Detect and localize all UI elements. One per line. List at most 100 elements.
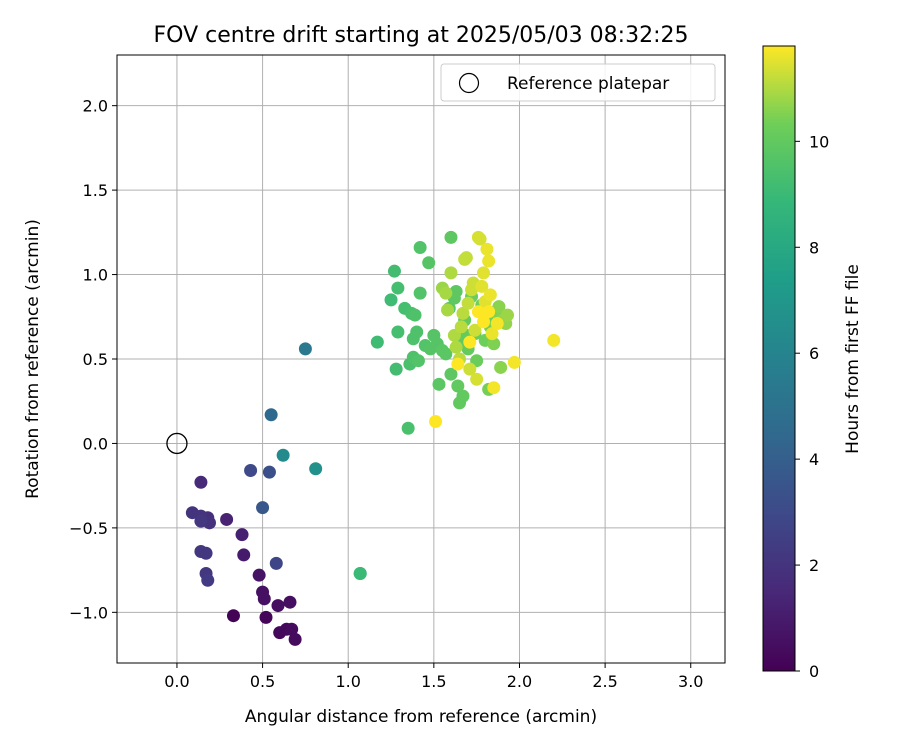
data-point [494,360,508,374]
colorbar-tick-label: 8 [809,238,819,257]
data-point [408,308,422,322]
data-point [547,333,561,347]
data-point [264,408,278,422]
data-point [463,362,477,376]
data-point [444,266,458,280]
x-tick-label: 2.5 [592,672,617,691]
data-point [473,232,487,246]
data-point [401,421,415,435]
data-point [487,337,501,351]
x-axis-label: Angular distance from reference (arcmin) [245,707,597,727]
data-point [389,362,403,376]
data-point [449,340,463,354]
data-point [220,512,234,526]
data-point [454,320,468,334]
data-point [463,335,477,349]
data-point [422,256,436,270]
data-point [487,381,501,395]
data-point [439,347,453,361]
data-point [411,354,425,368]
y-tick-label: −1.0 [69,603,108,622]
y-axis-label: Rotation from reference (arcmin) [23,219,43,499]
data-point [201,573,215,587]
data-point [244,463,258,477]
data-point [353,566,367,580]
data-point [370,335,384,349]
colorbar-label: Hours from first FF file [843,264,863,454]
data-point [387,264,401,278]
data-point [449,284,463,298]
x-axis-ticks: 0.0 0.5 1.0 1.5 2.0 2.5 3.0 [164,663,703,691]
data-point [235,528,249,542]
data-point [252,568,266,582]
data-point [237,548,251,562]
data-point [459,251,473,265]
y-axis-ticks: −1.0 −0.5 0.0 0.5 1.0 1.5 2.0 [69,97,117,622]
y-tick-label: 0.0 [83,434,108,453]
y-tick-label: −0.5 [69,519,108,538]
data-point [461,296,475,310]
data-point [384,293,398,307]
data-point [410,325,424,339]
data-point [283,595,297,609]
data-point [507,355,521,369]
legend-marker-reference [458,72,480,94]
data-point [477,266,491,280]
colorbar-tick-label: 0 [809,662,819,681]
data-point [288,632,302,646]
data-point [391,325,405,339]
colorbar-tick-label: 6 [809,344,819,363]
legend-label-reference: Reference platepar [507,74,669,94]
data-point [490,317,504,331]
data-point [492,300,506,314]
data-point [444,367,458,381]
data-point [441,303,455,317]
data-point [429,414,443,428]
x-tick-label: 1.5 [421,672,446,691]
colorbar-tick-label: 4 [809,450,819,469]
data-point [259,610,273,624]
legend-box [440,63,716,102]
data-point [309,462,323,476]
y-tick-label: 1.0 [83,266,108,285]
data-point [194,514,208,528]
data-point [468,323,482,337]
x-tick-label: 2.0 [507,672,532,691]
data-point [480,242,494,256]
data-point [485,327,499,341]
data-point [482,254,496,268]
data-point [471,305,485,319]
data-point [276,448,290,462]
data-point [413,241,427,255]
x-tick-label: 0.5 [250,672,275,691]
data-point [391,281,405,295]
data-point [456,389,470,403]
data-point [194,475,208,489]
data-point [439,286,453,300]
y-tick-label: 0.5 [83,350,108,369]
data-point [444,230,458,244]
data-point [451,357,465,371]
data-point [475,279,489,293]
x-tick-label: 0.0 [164,672,189,691]
scatter-points [185,230,561,646]
data-point [269,556,283,570]
data-point [199,546,213,560]
colorbar-tick-label: 2 [809,556,819,575]
data-point [451,379,465,393]
data-point [456,306,470,320]
reference-platepar-marker [166,432,188,455]
colorbar: 0 2 4 6 8 10 Hours from first FF file [762,45,863,681]
x-tick-label: 1.0 [335,672,360,691]
data-point [271,599,285,613]
colorbar-ticks: 0 2 4 6 8 10 [795,132,829,681]
data-point [413,286,427,300]
data-point [262,465,276,479]
y-tick-label: 1.5 [83,181,108,200]
data-point [483,288,497,302]
data-point [470,372,484,386]
data-point [226,609,240,623]
data-point [500,308,514,322]
